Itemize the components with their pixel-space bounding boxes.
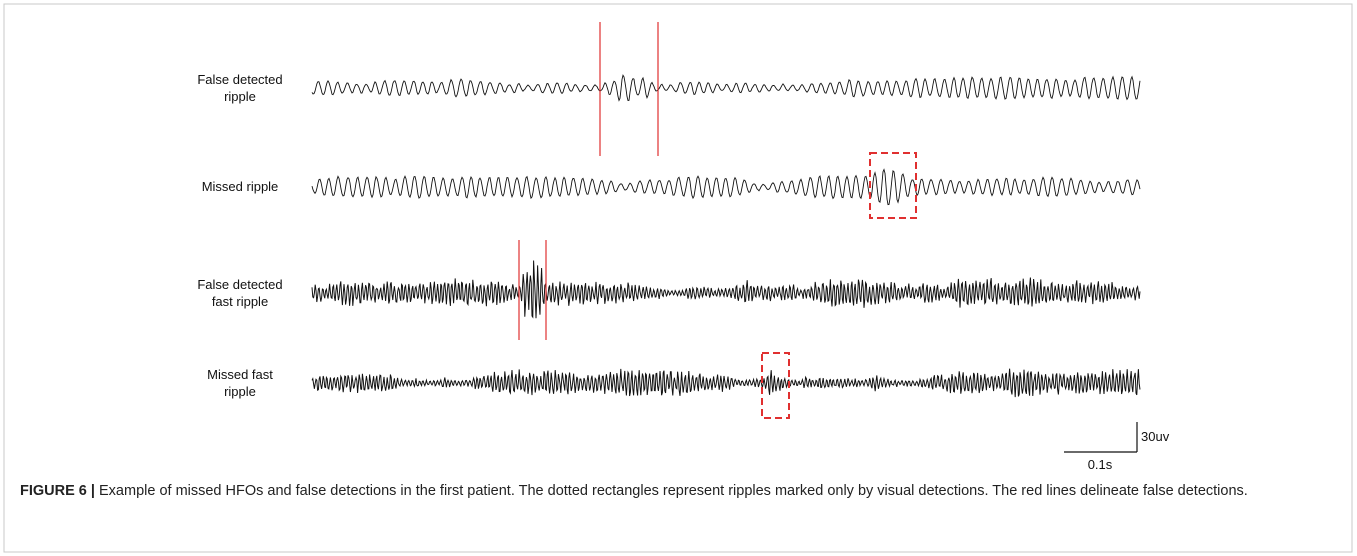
caption: FIGURE 6 | Example of missed HFOs and fa… <box>20 479 1340 503</box>
trace-label-line: fast ripple <box>212 294 268 309</box>
trace-label-line: ripple <box>224 89 256 104</box>
trace-label: False detected ripple <box>197 72 282 104</box>
eeg-trace <box>311 74 1141 102</box>
eeg-trace <box>311 168 1141 206</box>
missed-ripple-box <box>761 352 790 419</box>
eeg-trace <box>311 260 1141 319</box>
trace-label-line: ripple <box>224 384 256 399</box>
missed-ripple-box <box>869 152 917 219</box>
scale-time: 0.1s <box>1088 457 1113 472</box>
eeg-trace <box>311 368 1141 398</box>
trace-label: False detected fast ripple <box>197 277 282 309</box>
traces: False detected ripple Missed ripple False d… <box>197 72 1141 399</box>
caption-label: FIGURE 6 | <box>20 483 95 499</box>
trace-label-line: Missed ripple <box>202 179 279 194</box>
figure-frame <box>3 3 1353 553</box>
trace-label-line: Missed fast <box>207 367 273 382</box>
scale-amplitude: 30uv <box>1141 429 1170 444</box>
trace-label-line: False detected <box>197 277 282 292</box>
caption-text: Example of missed HFOs and false detecti… <box>99 483 1248 499</box>
trace-label: Missed ripple <box>202 179 279 194</box>
trace-label: Missed fast ripple <box>207 367 273 399</box>
trace-label-line: False detected <box>197 72 282 87</box>
